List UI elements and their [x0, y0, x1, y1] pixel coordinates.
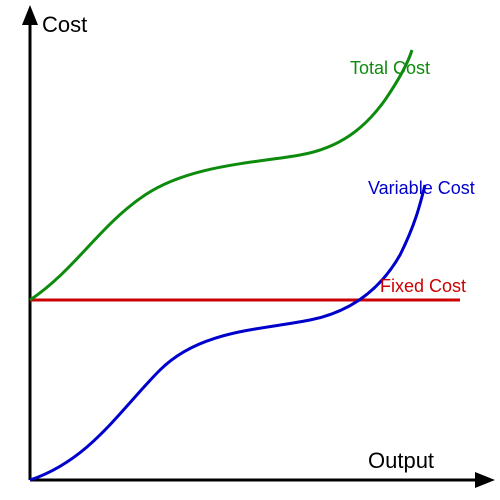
- variable-cost-curve: [30, 185, 425, 480]
- total-cost-curve: [30, 50, 412, 300]
- y-axis-arrow: [22, 5, 38, 25]
- fixed-cost-label: Fixed Cost: [380, 276, 466, 297]
- variable-cost-label: Variable Cost: [368, 178, 475, 199]
- total-cost-label: Total Cost: [350, 58, 430, 79]
- y-axis-label: Cost: [42, 12, 87, 38]
- x-axis-arrow: [475, 472, 495, 488]
- x-axis-label: Output: [368, 448, 434, 474]
